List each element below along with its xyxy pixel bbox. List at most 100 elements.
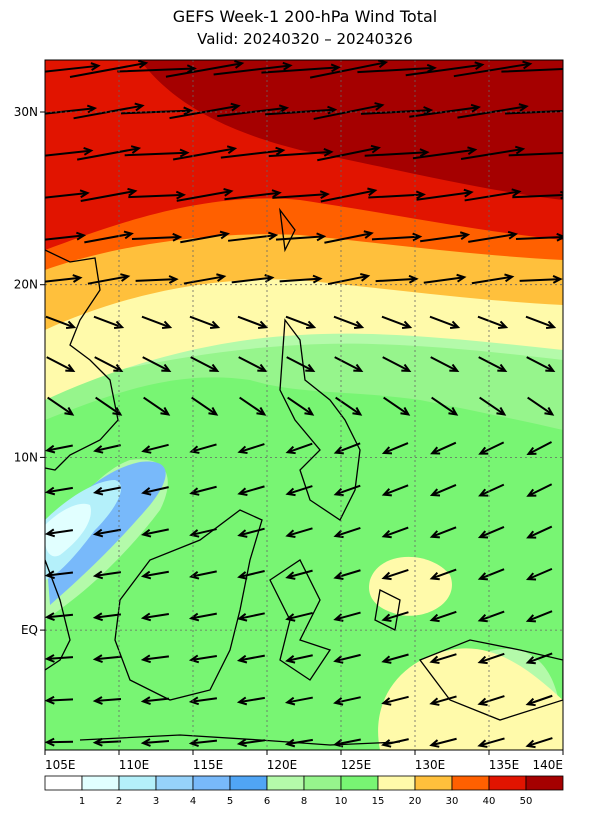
colorbar-label: 10 <box>335 796 348 807</box>
wind-vector <box>429 484 457 497</box>
wind-vector <box>309 60 389 79</box>
wind-vector <box>45 444 73 454</box>
wind-vector <box>468 230 519 243</box>
wind-vector <box>45 528 74 538</box>
wind-vector <box>189 315 221 329</box>
colorbar-label: 6 <box>264 796 270 807</box>
lat-label: EQ <box>21 623 38 637</box>
wind-vector <box>478 441 505 455</box>
wind-vector <box>320 187 378 203</box>
colorbar-swatch <box>118 775 157 791</box>
colorbar-label: 2 <box>116 796 122 807</box>
wind-vector <box>412 146 478 160</box>
wind-vector <box>140 654 170 664</box>
wind-vector <box>141 443 169 454</box>
wind-vector <box>69 60 149 78</box>
colorbar-swatch <box>340 775 379 791</box>
wind-vector <box>416 188 474 201</box>
title: GEFS Week-1 200-hPa Wind Total <box>173 7 437 26</box>
wind-vector <box>429 695 457 706</box>
wind-vector <box>189 485 217 496</box>
wind-vector <box>453 60 533 78</box>
wind-vector <box>501 67 563 73</box>
wind-vector <box>141 528 169 538</box>
wind-vector <box>180 230 230 244</box>
lon-label: 120E <box>267 758 298 772</box>
coast-malaya <box>45 559 71 671</box>
wind-vector <box>189 570 217 580</box>
wind-vector <box>526 356 556 372</box>
wind-vector <box>45 231 87 241</box>
wind-vector <box>368 190 426 200</box>
wind-vector <box>183 273 227 285</box>
wind-vector <box>479 396 507 416</box>
wind-vector <box>381 695 409 706</box>
wind-vector <box>508 151 563 157</box>
shaded-region <box>369 556 452 616</box>
wind-vector <box>236 696 265 706</box>
wind-vector <box>45 315 77 329</box>
wind-vector <box>285 569 313 580</box>
wind-vector <box>94 356 124 372</box>
wind-vector <box>526 525 553 539</box>
lon-label: 140E <box>533 758 564 772</box>
map-frame <box>44 59 564 751</box>
wind-vector <box>237 612 265 622</box>
colorbar: 1 2 3 4 5 6 8 10 15 20 30 40 50 <box>44 775 564 807</box>
wind-vector <box>140 612 170 622</box>
colorbar-label: 20 <box>409 796 422 807</box>
wind-vector <box>45 486 73 496</box>
wind-vector <box>128 190 186 200</box>
wind-vector <box>189 443 217 454</box>
wind-vector <box>381 442 409 455</box>
wind-vector <box>93 444 121 454</box>
wind-vector <box>381 653 409 664</box>
wind-vector <box>165 60 245 78</box>
wind-vector <box>172 145 238 161</box>
wind-vector <box>371 232 423 242</box>
wind-vector <box>237 443 265 455</box>
wind-vector <box>460 145 526 161</box>
wind-vector <box>364 148 430 158</box>
wind-vector <box>92 570 122 580</box>
wind-vector <box>140 696 170 705</box>
wind-vector <box>333 653 361 664</box>
wind-vector <box>430 441 457 455</box>
wind-vector <box>87 273 131 285</box>
wind-vector <box>286 356 316 372</box>
wind-vector <box>381 526 409 539</box>
wind-vector <box>285 654 313 664</box>
wind-vector <box>237 485 265 496</box>
colorbar-label: 5 <box>227 796 233 807</box>
wind-vector <box>236 654 265 664</box>
subtitle: Valid: 20240320 – 20240326 <box>197 30 413 48</box>
wind-vector <box>188 738 218 748</box>
wind-vector <box>93 315 125 329</box>
wind-vector <box>237 527 265 538</box>
wind-vector <box>477 525 505 539</box>
lat-label: 30N <box>14 105 38 119</box>
wind-vector <box>92 612 122 622</box>
lon-label: 105E <box>45 758 76 772</box>
wind-vector <box>239 396 267 416</box>
wind-vector <box>429 568 457 581</box>
colorbar-swatch <box>229 775 268 791</box>
wind-vector <box>477 315 509 329</box>
shaded-region <box>378 648 563 750</box>
wind-vector <box>92 528 121 538</box>
wind-vector <box>333 315 365 329</box>
wind-vector <box>420 231 471 243</box>
colorbar-swatch <box>44 775 83 791</box>
wind-vector <box>272 190 330 199</box>
wind-vector <box>382 356 412 372</box>
wind-vector <box>76 145 142 161</box>
coast-indochina <box>45 249 119 471</box>
wind-vector <box>92 654 122 663</box>
wind-vector <box>526 483 553 497</box>
wind-vector <box>383 396 411 416</box>
wind-vector <box>220 146 286 159</box>
wind-vector <box>430 356 460 372</box>
wind-vector <box>333 442 361 455</box>
wind-vector <box>135 275 179 284</box>
wind-vector <box>429 610 457 623</box>
